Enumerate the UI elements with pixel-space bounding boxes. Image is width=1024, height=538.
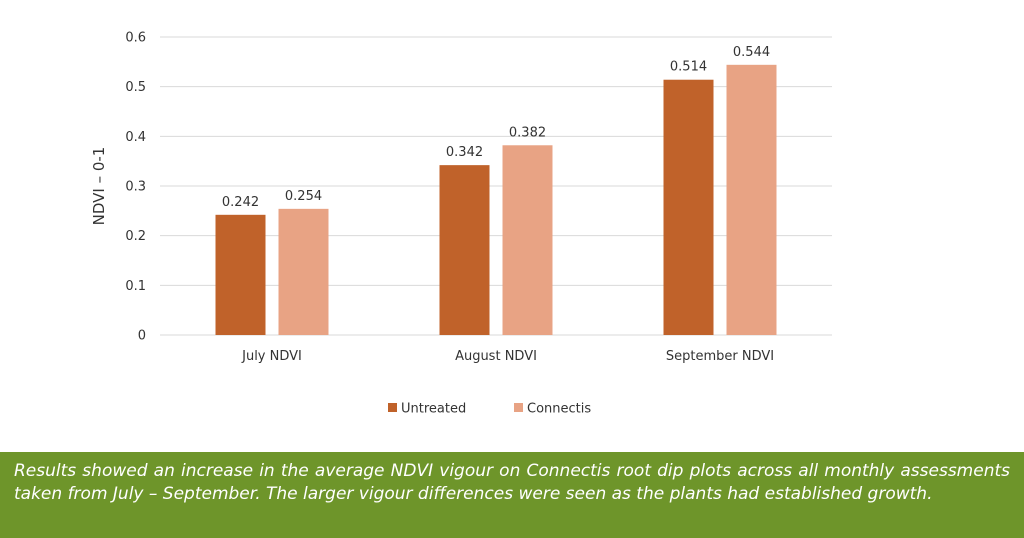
- legend-label-untreated: Untreated: [401, 402, 466, 417]
- results-caption: Results showed an increase in the averag…: [0, 452, 1024, 538]
- bar-untreated-3: [663, 79, 714, 335]
- legend-swatch-connectis: [514, 403, 523, 412]
- y-tick-label: 0.6: [125, 31, 146, 46]
- y-tick-label: 0.2: [125, 229, 146, 244]
- x-tick-label: September NDVI: [666, 349, 774, 364]
- bar-connectis-1: [278, 208, 329, 335]
- data-label: 0.544: [733, 45, 770, 60]
- bar-connectis-2: [502, 145, 553, 335]
- legend-label-connectis: Connectis: [527, 402, 591, 417]
- bar-untreated-1: [215, 214, 266, 335]
- y-tick-label: 0.5: [125, 80, 146, 95]
- y-tick-label: 0.3: [125, 180, 146, 195]
- x-tick-label: July NDVI: [241, 349, 302, 364]
- data-label: 0.342: [446, 145, 483, 160]
- y-tick-label: 0.1: [125, 279, 146, 294]
- data-label: 0.514: [670, 60, 707, 75]
- data-label: 0.382: [509, 125, 546, 140]
- y-tick-label: 0: [138, 329, 146, 344]
- ndvi-bar-chart: 0 0.1 0.2 0.3 0.4 0.5 0.6 NDVI – 0-1 0.242 0.254 J…: [90, 31, 832, 417]
- y-tick-label: 0.4: [125, 130, 146, 145]
- data-label: 0.242: [222, 195, 259, 210]
- bar-connectis-3: [726, 64, 777, 336]
- data-label: 0.254: [285, 189, 322, 204]
- y-axis-label: NDVI – 0-1: [90, 147, 108, 226]
- x-tick-label: August NDVI: [455, 349, 537, 364]
- bar-untreated-2: [439, 165, 490, 335]
- legend-swatch-untreated: [388, 403, 397, 412]
- chart-area: 0 0.1 0.2 0.3 0.4 0.5 0.6 NDVI – 0-1 0.242 0.254 J…: [90, 31, 832, 417]
